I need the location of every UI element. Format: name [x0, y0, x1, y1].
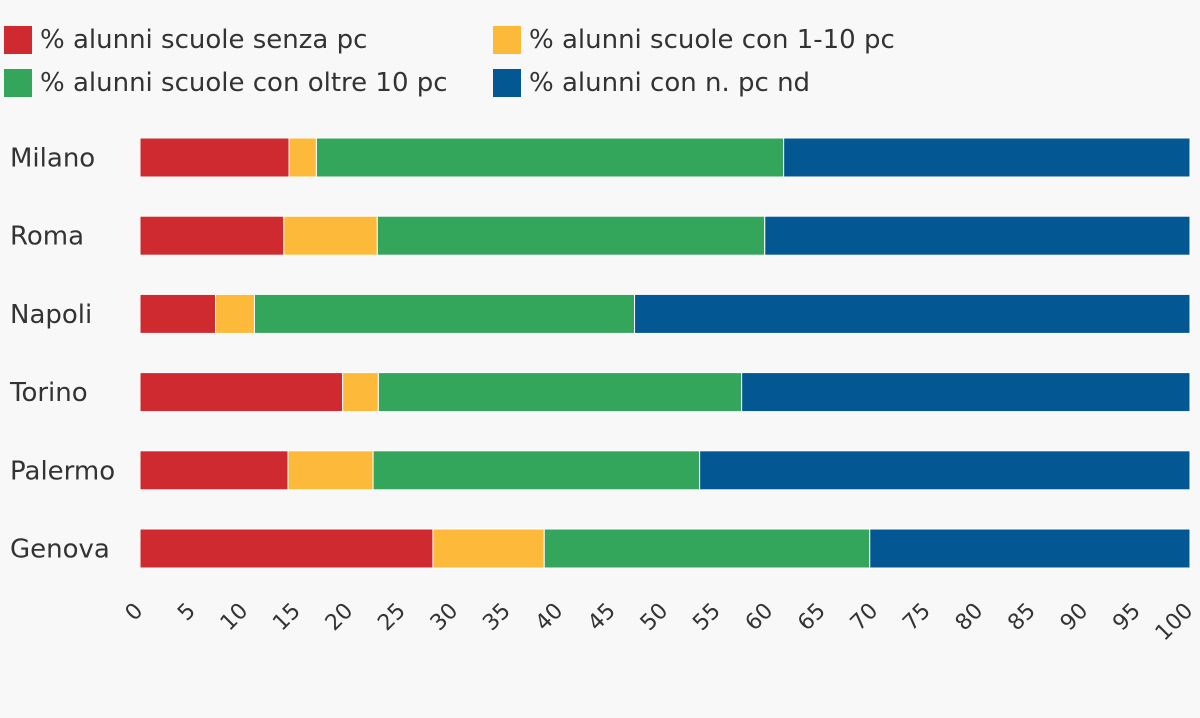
legend-swatch	[4, 26, 32, 54]
bar-segment	[372, 450, 701, 491]
legend-item-pc-nd: % alunni con n. pc nd	[493, 67, 810, 99]
legend-item-senza-pc: % alunni scuole senza pc	[4, 24, 367, 56]
bar-segment	[139, 450, 289, 491]
legend-label: % alunni con n. pc nd	[529, 68, 811, 98]
legend-item-oltre-10-pc: % alunni scuole con oltre 10 pc	[4, 67, 448, 99]
bar-segment	[139, 293, 217, 334]
x-tick-label: 70	[846, 599, 883, 636]
bar-segment	[283, 215, 378, 256]
legend-swatch	[4, 69, 32, 97]
bar-segment	[139, 215, 285, 256]
x-tick-label: 10	[216, 599, 253, 636]
x-tick-label: 95	[1108, 599, 1145, 636]
chart-legend: % alunni scuole senza pc % alunni scuole…	[0, 0, 1200, 110]
bar-segment	[377, 372, 743, 413]
category-label: Torino	[9, 378, 88, 408]
bar-segment	[432, 528, 545, 569]
x-tick-label: 50	[636, 599, 673, 636]
legend-label: % alunni scuole con 1-10 pc	[529, 25, 895, 55]
x-tick-label: 65	[793, 599, 830, 636]
legend-swatch	[493, 69, 521, 97]
x-tick-label: 90	[1056, 599, 1093, 636]
x-tick-label: 55	[688, 599, 725, 636]
x-tick-label: 45	[583, 599, 620, 636]
legend-swatch	[493, 26, 521, 54]
legend-item-1-10-pc: % alunni scuole con 1-10 pc	[493, 24, 895, 56]
legend-label: % alunni scuole con oltre 10 pc	[40, 68, 448, 98]
x-tick-label: 80	[951, 599, 988, 636]
category-label: Napoli	[10, 300, 92, 330]
x-tick-label: 40	[531, 599, 568, 636]
x-tick-label: 20	[321, 599, 358, 636]
legend-label: % alunni scuole senza pc	[40, 25, 368, 55]
bar-segment	[634, 293, 1191, 334]
bar-segment	[253, 293, 636, 334]
x-tick-label: 35	[478, 599, 515, 636]
bar-segment	[139, 137, 290, 178]
bar-segment	[543, 528, 871, 569]
bar-segment	[139, 372, 344, 413]
x-tick-label: 25	[373, 599, 410, 636]
x-tick-label: 100	[1151, 599, 1198, 646]
bar-segment	[376, 215, 766, 256]
bar-segment	[741, 372, 1191, 413]
bar-segment	[139, 528, 434, 569]
x-tick-label: 60	[741, 599, 778, 636]
bar-segment	[764, 215, 1191, 256]
bar-segment	[288, 137, 317, 178]
bar-segment	[315, 137, 785, 178]
x-tick-label: 0	[121, 599, 149, 627]
bar-segment	[287, 450, 374, 491]
x-tick-label: 30	[426, 599, 463, 636]
bar-segment	[342, 372, 379, 413]
bar-segment	[869, 528, 1191, 569]
x-tick-label: 85	[1003, 599, 1040, 636]
bar-segment	[783, 137, 1191, 178]
x-tick-label: 5	[173, 599, 201, 627]
category-label: Milano	[10, 144, 95, 174]
category-label: Roma	[10, 222, 84, 252]
bar-segment	[699, 450, 1191, 491]
category-label: Palermo	[10, 456, 115, 486]
x-tick-label: 15	[268, 599, 305, 636]
category-label: Genova	[10, 535, 110, 565]
x-tick-label: 75	[898, 599, 935, 636]
bar-segment	[215, 293, 255, 334]
